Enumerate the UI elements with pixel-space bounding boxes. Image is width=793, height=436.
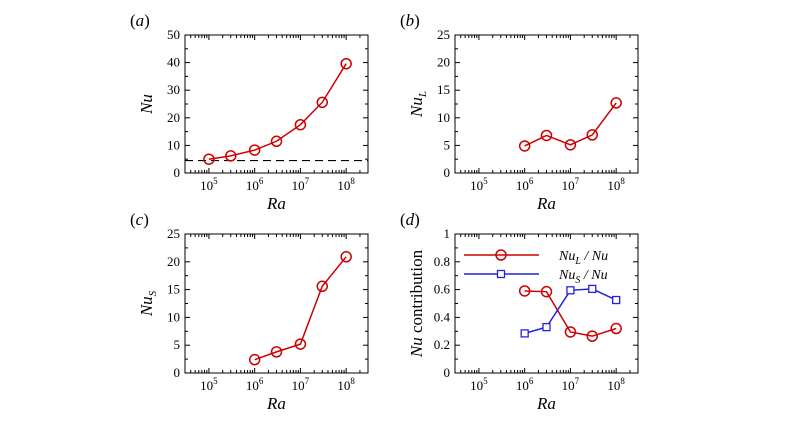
x-tick-label: 106 [516, 376, 534, 393]
data-point [294, 118, 307, 131]
y-tick-label: 15 [167, 282, 180, 297]
legend-entry: NuS / Nu [558, 268, 608, 286]
series-line [254, 256, 347, 361]
y-tick-label: 10 [437, 110, 450, 125]
x-tick-label: 105 [470, 176, 488, 193]
data-point [340, 251, 352, 263]
x-tick-label: 105 [200, 376, 218, 393]
data-point [586, 330, 598, 342]
y-tick-label: 0.4 [434, 309, 451, 324]
x-tick-label: 105 [470, 376, 488, 393]
data-point [588, 284, 597, 294]
panel-label: (c) [130, 210, 149, 229]
data-point [610, 97, 622, 109]
y-tick-label: 0.2 [434, 337, 450, 352]
x-axis-title: Ra [266, 394, 286, 413]
data-point [248, 144, 261, 156]
y-tick-label: 5 [444, 137, 451, 152]
x-tick-label: 106 [246, 376, 264, 393]
x-tick-label: 106 [516, 176, 534, 193]
data-point [586, 129, 598, 141]
y-tick-label: 40 [167, 55, 180, 70]
axes-frame [184, 34, 369, 174]
legend-marker [495, 249, 507, 261]
data-point [248, 353, 261, 366]
series-line [208, 63, 347, 160]
x-tick-label: 106 [246, 176, 264, 193]
data-point [612, 295, 621, 305]
data-point [203, 153, 215, 165]
y-tick-label: 1 [444, 226, 451, 241]
legend-marker [496, 269, 506, 279]
series-line [524, 290, 617, 337]
x-tick-label: 107 [292, 376, 310, 393]
x-tick-label: 108 [337, 376, 355, 393]
y-tick-label: 5 [174, 337, 181, 352]
data-point [270, 346, 283, 358]
data-point [316, 280, 328, 293]
data-point [270, 135, 283, 148]
x-tick-label: 107 [562, 376, 580, 393]
x-tick-label: 107 [292, 176, 310, 193]
y-tick-label: 0 [444, 365, 451, 380]
panel-c: 0 5 10 15 20 25 105 106 107 108 Ra NuS (c) [130, 210, 369, 413]
data-point [225, 150, 237, 162]
y-tick-label: 25 [437, 27, 450, 42]
x-tick-label: 107 [562, 176, 580, 193]
x-axis-title: Ra [536, 194, 556, 213]
data-point [610, 322, 622, 335]
y-tick-label: 0.6 [434, 282, 451, 297]
y-tick-label: 50 [167, 27, 180, 42]
y-tick-label: 20 [437, 55, 450, 70]
y-axis-title-nu-s: NuS [137, 290, 159, 317]
data-point [518, 285, 531, 297]
y-axis-title-nu: Nu [137, 94, 156, 115]
y-tick-label: 20 [167, 110, 180, 125]
y-tick-label: 20 [167, 254, 180, 269]
data-point [566, 286, 575, 295]
panel-a: 0 10 20 30 40 50 105 106 107 108 Ra Nu (a) [130, 11, 369, 213]
data-point [520, 329, 529, 338]
x-axis-title: Ra [536, 394, 556, 413]
panel-d: 0 0.2 0.4 0.6 0.8 1 105 106 107 108 Ra Nu contribut… [400, 210, 639, 413]
y-axis-title-nu-contribution: Nu contribution [407, 249, 426, 358]
y-tick-label: 10 [167, 309, 180, 324]
series-line [524, 102, 617, 147]
y-tick-label: 0.8 [434, 254, 450, 269]
panel-label: (b) [400, 11, 420, 30]
x-axis-title: Ra [266, 194, 286, 213]
y-tick-label: 25 [167, 226, 180, 241]
y-tick-label: 0 [444, 165, 451, 180]
panel-label: (d) [400, 210, 420, 229]
data-point [564, 139, 577, 151]
y-tick-label: 0 [174, 165, 181, 180]
data-point [540, 129, 553, 142]
x-tick-label: 108 [607, 376, 625, 393]
y-tick-label: 0 [174, 365, 181, 380]
data-point [340, 57, 352, 70]
data-point [294, 338, 307, 350]
data-point [540, 285, 553, 298]
x-tick-label: 108 [607, 176, 625, 193]
data-point [542, 322, 551, 332]
x-tick-label: 105 [200, 176, 218, 193]
data-point [518, 140, 531, 152]
data-point [564, 326, 577, 338]
y-tick-label: 30 [167, 82, 180, 97]
legend-entry: NuL / Nu [558, 249, 608, 267]
x-tick-label: 108 [337, 176, 355, 193]
y-tick-label: 10 [167, 137, 180, 152]
y-tick-label: 15 [437, 82, 450, 97]
panel-label: (a) [130, 11, 150, 30]
panel-b: 0 5 10 15 20 25 105 106 107 108 Ra NuL (b) [400, 11, 639, 213]
y-axis-title-nu-l: NuL [407, 91, 429, 118]
data-point [316, 96, 328, 109]
